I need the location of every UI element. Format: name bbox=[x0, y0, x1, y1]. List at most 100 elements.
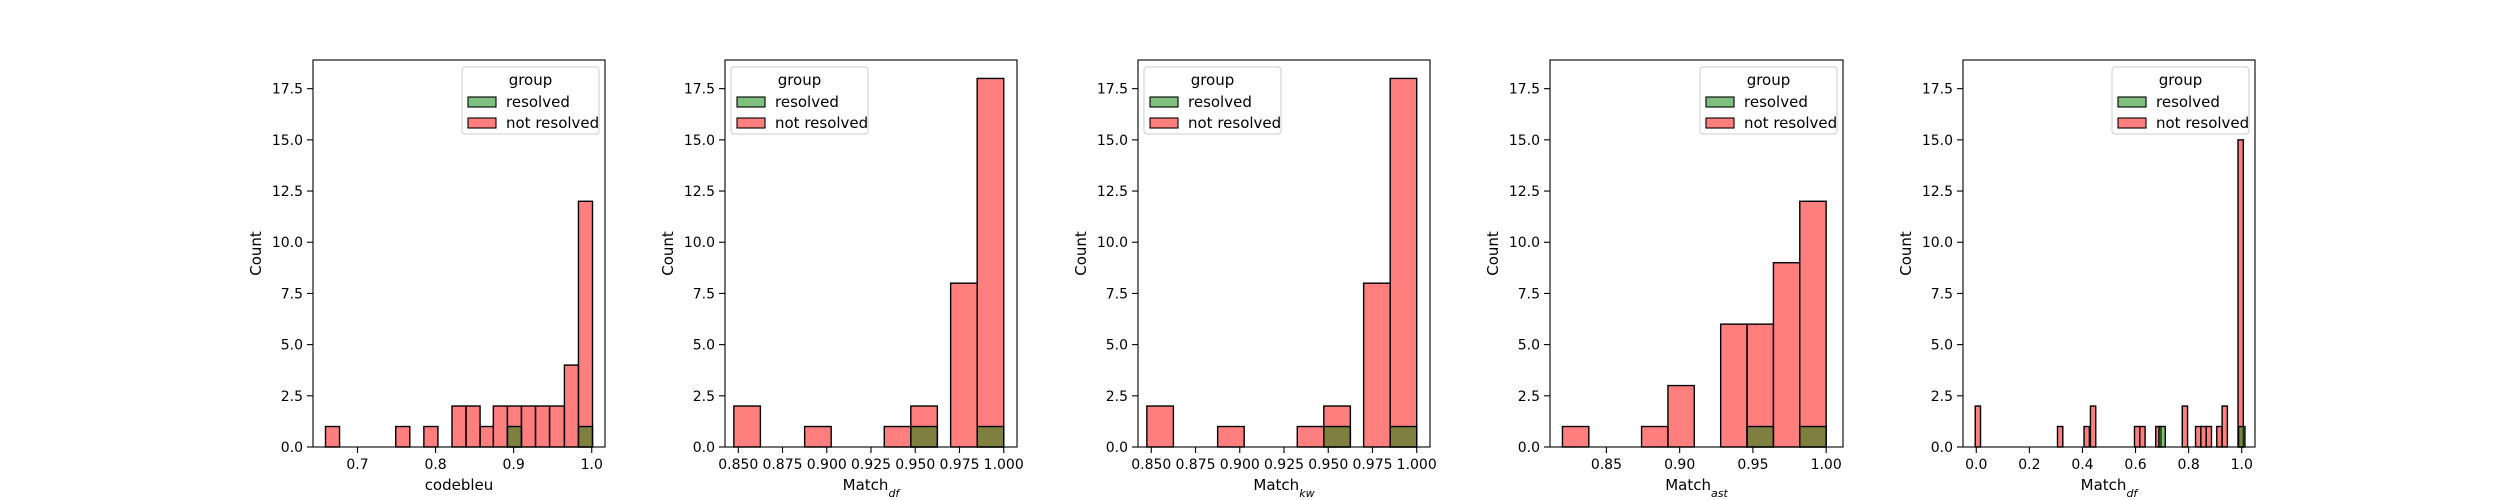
y-tick-label: 12.5 bbox=[1922, 184, 1953, 200]
y-tick-label: 17.5 bbox=[1509, 82, 1540, 98]
not-resolved-bar bbox=[2056, 425, 2064, 448]
resolved-bar bbox=[577, 425, 594, 448]
resolved-bar bbox=[1799, 425, 1827, 448]
y-tick-label: 10.0 bbox=[1922, 235, 1953, 251]
resolved-swatch bbox=[1149, 96, 1179, 108]
x-tick-label: 0.950 bbox=[895, 457, 935, 473]
legend-entry: not resolved bbox=[506, 114, 599, 132]
y-tick-label: 12.5 bbox=[1509, 184, 1540, 200]
x-tick-label: 0.9 bbox=[503, 457, 525, 473]
not-resolved-bar bbox=[548, 405, 566, 448]
y-tick-label: 7.5 bbox=[281, 286, 303, 302]
y-tick-label: 10.0 bbox=[1097, 235, 1128, 251]
x-tick-label: 1.0 bbox=[2231, 457, 2253, 473]
x-tick-label: 0.8 bbox=[2178, 457, 2200, 473]
resolved-bar bbox=[2237, 425, 2246, 448]
not-resolved-bar bbox=[1799, 200, 1827, 448]
not-resolved-bar bbox=[1561, 425, 1590, 448]
y-tick-label: 0.0 bbox=[1518, 440, 1540, 456]
not-resolved-bar bbox=[2089, 405, 2097, 448]
x-tick-label: 0.975 bbox=[939, 457, 979, 473]
y-tick-label: 5.0 bbox=[281, 338, 303, 354]
legend-entry: not resolved bbox=[1744, 114, 1837, 132]
y-tick-label: 7.5 bbox=[1931, 286, 1953, 302]
chart-panel-4: 0.0 2.5 5.0 7.5 10.0 12.5 15.0 17.5 0.85 0.90 0.95… bbox=[1484, 59, 1844, 500]
x-tick-label: 0.875 bbox=[762, 457, 802, 473]
resolved-bar bbox=[1389, 425, 1418, 448]
y-tick-label: 12.5 bbox=[1097, 184, 1128, 200]
legend: group resolved not resolved bbox=[1143, 66, 1282, 135]
not-resolved-bar bbox=[2133, 425, 2141, 448]
not-resolved-bar bbox=[976, 77, 1005, 448]
not-resolved-bar bbox=[2216, 425, 2223, 448]
not-resolved-bar bbox=[395, 425, 411, 448]
resolved-bar bbox=[1746, 425, 1775, 448]
legend-box bbox=[461, 66, 600, 135]
not-resolved-bar bbox=[883, 425, 912, 448]
x-tick-label: 0.90 bbox=[1664, 457, 1695, 473]
y-tick-label: 15.0 bbox=[684, 133, 715, 149]
axes-frame bbox=[1962, 59, 2256, 448]
y-tick-label: 2.5 bbox=[1518, 389, 1540, 405]
x-tick-label: 0.4 bbox=[2071, 457, 2093, 473]
legend-entry: resolved bbox=[2156, 93, 2220, 111]
y-tick-label: 2.5 bbox=[1931, 389, 1953, 405]
legend-entry: resolved bbox=[506, 93, 570, 111]
legend-entry: not resolved bbox=[1188, 114, 1281, 132]
not-resolved-bar bbox=[1216, 425, 1245, 448]
legend-box bbox=[730, 66, 869, 135]
y-tick-label: 2.5 bbox=[1106, 389, 1128, 405]
axes-frame bbox=[1549, 59, 1844, 448]
not-resolved-bar bbox=[2237, 139, 2245, 448]
x-tick-label: 0.850 bbox=[718, 457, 758, 473]
y-tick-label: 17.5 bbox=[1922, 82, 1953, 98]
y-axis-label: Count bbox=[1484, 231, 1502, 276]
legend-entry: not resolved bbox=[775, 114, 868, 132]
resolved-swatch bbox=[2117, 96, 2147, 108]
y-tick-label: 7.5 bbox=[1518, 286, 1540, 302]
not-resolved-bar bbox=[423, 425, 439, 448]
not-resolved-bar bbox=[1974, 405, 1982, 448]
y-tick-label: 0.0 bbox=[1106, 440, 1128, 456]
not-resolved-bar bbox=[534, 405, 551, 448]
x-tick-label: 0.925 bbox=[1264, 457, 1304, 473]
y-axis-label: Count bbox=[247, 231, 265, 276]
y-tick-label: 17.5 bbox=[684, 82, 715, 98]
not-resolved-bar bbox=[492, 405, 509, 448]
resolved-bar bbox=[2158, 425, 2166, 448]
not-resolved-bar bbox=[563, 364, 580, 448]
resolved-bar bbox=[1323, 425, 1352, 448]
not-resolved-bar bbox=[1389, 77, 1418, 448]
y-tick-label: 5.0 bbox=[693, 338, 715, 354]
x-tick-label: 0.850 bbox=[1131, 457, 1171, 473]
legend-title: group bbox=[509, 71, 553, 89]
chart-panel-5: 0.0 2.5 5.0 7.5 10.0 12.5 15.0 17.5 0.0 0.2 0.4 0.6… bbox=[1897, 59, 2256, 500]
y-tick-label: 10.0 bbox=[1509, 235, 1540, 251]
not-resolved-bar bbox=[2194, 425, 2202, 448]
not-resolved-swatch bbox=[2117, 117, 2147, 129]
x-tick-label: 0.0 bbox=[1965, 457, 1987, 473]
x-tick-label: 0.975 bbox=[1352, 457, 1392, 473]
not-resolved-bar bbox=[324, 425, 341, 448]
not-resolved-bar bbox=[733, 405, 762, 448]
y-tick-label: 10.0 bbox=[684, 235, 715, 251]
not-resolved-bar bbox=[2205, 425, 2213, 448]
y-tick-label: 5.0 bbox=[1518, 338, 1540, 354]
resolved-bar bbox=[506, 425, 523, 448]
y-tick-label: 17.5 bbox=[272, 82, 303, 98]
y-tick-label: 0.0 bbox=[1931, 440, 1953, 456]
x-tick-label: 1.000 bbox=[984, 457, 1024, 473]
axes-frame bbox=[312, 59, 606, 448]
x-axis-label: codebleu bbox=[425, 476, 494, 494]
resolved-bar bbox=[976, 425, 1005, 448]
y-axis-label: Count bbox=[659, 231, 677, 276]
not-resolved-bar bbox=[1719, 323, 1748, 448]
legend-title: group bbox=[2159, 71, 2203, 89]
resolved-swatch bbox=[736, 96, 766, 108]
not-resolved-bar bbox=[2139, 425, 2146, 448]
not-resolved-bar bbox=[1362, 282, 1391, 448]
legend-title: group bbox=[778, 71, 822, 89]
legend-box bbox=[2111, 66, 2250, 135]
not-resolved-bar bbox=[1667, 384, 1696, 448]
chart-panel-2: 0.0 2.5 5.0 7.5 10.0 12.5 15.0 17.5 0.850 0.875 0.… bbox=[659, 59, 1024, 500]
